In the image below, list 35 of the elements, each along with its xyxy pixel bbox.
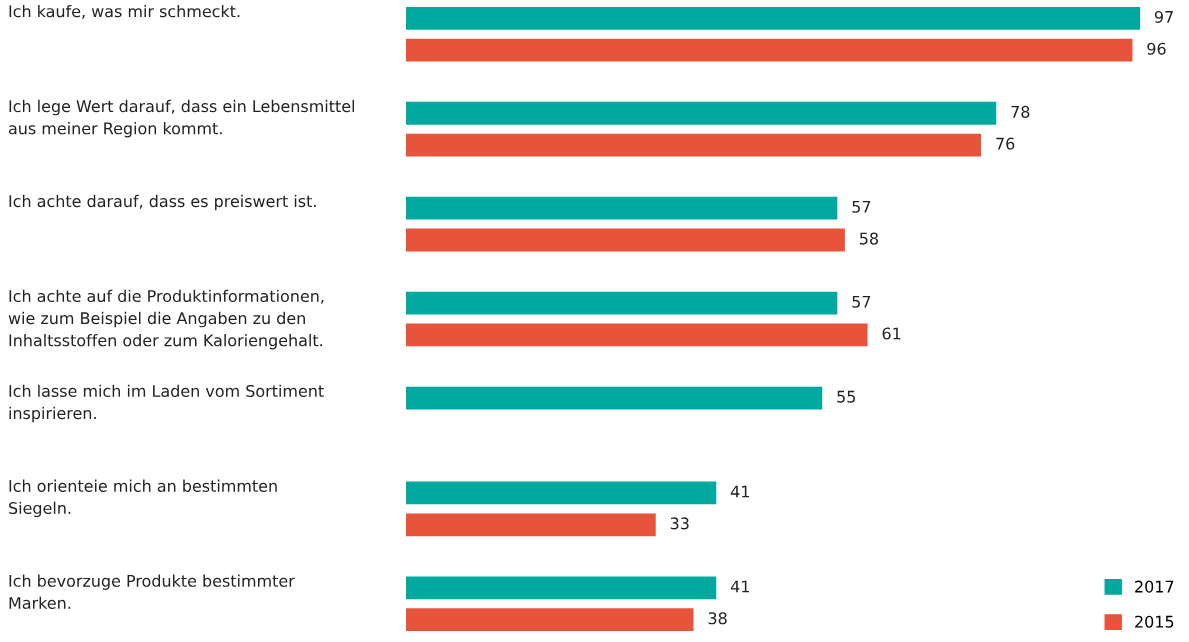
bar (406, 481, 717, 505)
bar (406, 196, 838, 220)
legend-label: 2017 (1135, 580, 1174, 593)
data-label: 33 (670, 517, 689, 530)
bar (406, 6, 1140, 30)
data-label: 57 (852, 295, 871, 308)
data-label: 61 (882, 327, 901, 340)
data-label: 57 (852, 200, 871, 213)
bar (406, 323, 868, 347)
data-label: 58 (860, 232, 879, 245)
y-tick-label: Ich lege Wert darauf, dass ein Lebensmittel aus meiner Region kommt. (8, 99, 355, 138)
bar (406, 101, 997, 125)
y-tick-label: Ich achte darauf, dass es preiswert ist. (9, 194, 316, 211)
data-label: 96 (1147, 42, 1166, 55)
legend-label: 2015 (1135, 615, 1174, 628)
data-label: 55 (837, 390, 855, 403)
bar (406, 608, 694, 632)
bar (406, 133, 982, 157)
bar (406, 513, 656, 537)
bar (406, 576, 717, 600)
data-label: 38 (708, 612, 727, 625)
y-tick-label: Ich kaufe, was mir schmeckt. (9, 4, 240, 19)
data-label: 78 (1011, 105, 1030, 118)
bar (406, 228, 845, 252)
bar (406, 38, 1133, 62)
y-tick-label: Ich lasse mich im Laden vom Sortiment inspirieren. (9, 384, 324, 423)
bar (406, 291, 838, 315)
data-label: 97 (1154, 10, 1173, 23)
bar (406, 386, 823, 410)
data-label: 76 (996, 137, 1015, 150)
data-label: 41 (730, 580, 749, 593)
y-tick-label: Ich orienteie mich an bestimmten Siegeln. (9, 479, 277, 518)
y-tick-label: Ich bevorzuge Produkte bestimmter Marken. (9, 574, 295, 609)
y-tick-label: Ich achte auf die Produktinformationen, wie zum Beispiel die Angaben zu den Inhaltsstoffen oder zum Kaloriengehalt. (8, 289, 324, 350)
data-label: 41 (730, 485, 749, 498)
